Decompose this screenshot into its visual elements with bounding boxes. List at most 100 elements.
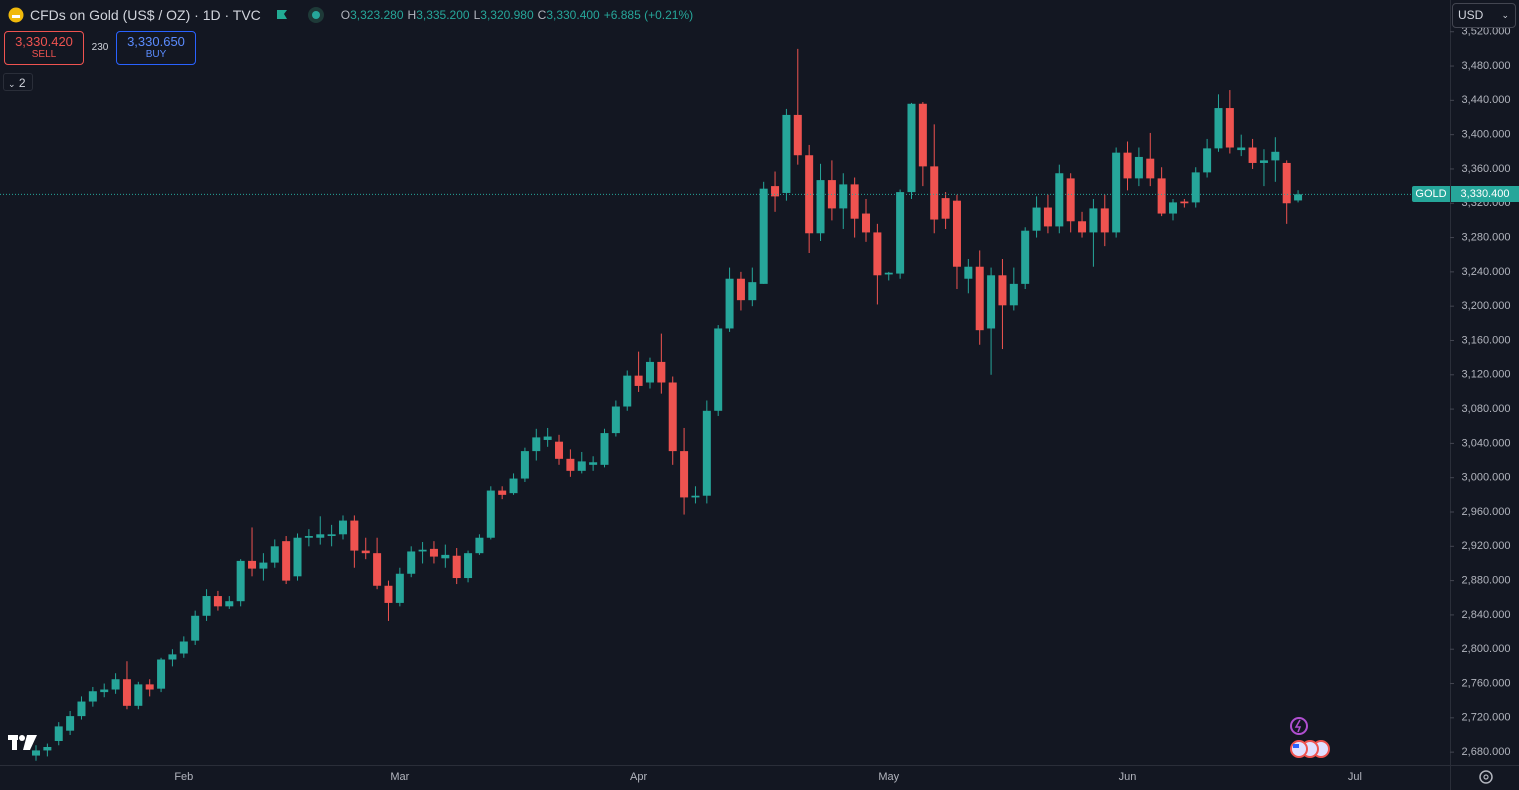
symbol-title[interactable]: CFDs on Gold (US$ / OZ) · 1D · TVC bbox=[30, 7, 261, 23]
spread: 230 bbox=[91, 42, 109, 53]
candle-body bbox=[157, 659, 166, 689]
candle-body bbox=[1021, 230, 1030, 284]
candle-body bbox=[361, 550, 370, 554]
candle-body bbox=[350, 520, 359, 551]
candle-body bbox=[1123, 152, 1132, 179]
candle-body bbox=[1032, 207, 1041, 231]
candle-body bbox=[520, 451, 529, 479]
candle-body bbox=[1157, 178, 1166, 214]
candle-body bbox=[884, 272, 893, 275]
indicators-toggle[interactable]: ⌄ 2 bbox=[3, 73, 33, 91]
ohlc-value: 3,320.980 bbox=[480, 8, 534, 22]
candle-body bbox=[464, 553, 473, 579]
y-tick-label: 3,120.000 bbox=[1462, 369, 1511, 381]
ohlc-value: 3,335.200 bbox=[416, 8, 470, 22]
candle-body bbox=[407, 551, 416, 574]
candle-body bbox=[714, 328, 723, 411]
candle-body bbox=[54, 726, 63, 741]
y-tick-label: 2,720.000 bbox=[1462, 712, 1511, 724]
candle-body bbox=[975, 266, 984, 331]
x-tick-label: May bbox=[878, 771, 899, 783]
candle-body bbox=[384, 585, 393, 603]
candle-body bbox=[248, 560, 257, 569]
candle-body bbox=[805, 155, 814, 234]
sell-price: 3,330.420 bbox=[15, 34, 73, 49]
candle-body bbox=[1271, 151, 1280, 161]
y-tick-label: 2,760.000 bbox=[1462, 677, 1511, 689]
candle-body bbox=[543, 436, 552, 440]
candle-body bbox=[111, 679, 120, 690]
price-tag: 3,330.400 bbox=[1451, 186, 1519, 203]
x-tick-label: Mar bbox=[390, 771, 409, 783]
candle-body bbox=[373, 553, 382, 586]
buy-price: 3,330.650 bbox=[127, 34, 185, 49]
currency: USD bbox=[1458, 8, 1484, 22]
y-tick-label: 3,280.000 bbox=[1462, 231, 1511, 243]
candle-body bbox=[793, 114, 802, 156]
candle-body bbox=[1043, 207, 1052, 227]
y-tick-label: 2,880.000 bbox=[1462, 575, 1511, 587]
candle-body bbox=[304, 536, 313, 538]
flag-icon[interactable] bbox=[275, 8, 289, 22]
candle-body bbox=[1259, 160, 1268, 163]
y-tick-label: 3,400.000 bbox=[1462, 129, 1511, 141]
logo bbox=[8, 735, 37, 750]
x-tick-label: Apr bbox=[630, 771, 647, 783]
y-tick-label: 2,840.000 bbox=[1462, 609, 1511, 621]
buy-label: BUY bbox=[145, 49, 167, 60]
candle-body bbox=[1294, 194, 1303, 201]
change: +6.885 (+0.21%) bbox=[603, 8, 694, 22]
sell-button[interactable]: 3,330.420 SELL bbox=[4, 31, 84, 65]
candle-body bbox=[1237, 147, 1246, 151]
candle-body bbox=[1089, 208, 1098, 233]
status-dot bbox=[307, 7, 324, 23]
candle-body bbox=[964, 266, 973, 279]
ohlc-label: L bbox=[473, 8, 481, 22]
candle-body bbox=[680, 451, 689, 498]
candle-body bbox=[338, 520, 347, 535]
symbol-icon bbox=[8, 7, 24, 23]
y-tick-label: 2,800.000 bbox=[1462, 643, 1511, 655]
ohlc-label: C bbox=[537, 8, 547, 22]
candle-body bbox=[725, 278, 734, 329]
y-tick-label: 3,440.000 bbox=[1462, 94, 1511, 106]
candle-body bbox=[634, 375, 643, 386]
buy-button[interactable]: 3,330.650 BUY bbox=[116, 31, 196, 65]
candle-body bbox=[122, 679, 131, 706]
y-tick-label: 2,960.000 bbox=[1462, 506, 1511, 518]
candle-body bbox=[1066, 178, 1075, 222]
candle-body bbox=[930, 166, 939, 220]
candles bbox=[0, 48, 1450, 761]
candle-body bbox=[282, 541, 291, 581]
candle-body bbox=[736, 278, 745, 301]
candle-body bbox=[555, 441, 564, 459]
y-tick-label: 2,920.000 bbox=[1462, 540, 1511, 552]
candle-body bbox=[43, 746, 52, 751]
y-tick-label: 3,520.000 bbox=[1462, 26, 1511, 38]
candle-body bbox=[623, 375, 632, 407]
candle-body bbox=[1112, 152, 1121, 233]
candle-body bbox=[839, 184, 848, 209]
candle-body bbox=[225, 601, 234, 607]
candle-body bbox=[327, 534, 336, 537]
candle-body bbox=[611, 406, 620, 434]
candle-body bbox=[657, 361, 666, 383]
candle-body bbox=[395, 573, 404, 603]
y-tick-label: 3,360.000 bbox=[1462, 163, 1511, 175]
candle-body bbox=[873, 232, 882, 276]
candle-body bbox=[168, 654, 177, 660]
candle-body bbox=[100, 689, 109, 693]
candle-body bbox=[145, 684, 154, 690]
y-tick-label: 3,000.000 bbox=[1462, 472, 1511, 484]
currency-select[interactable]: USD ⌄ bbox=[1452, 3, 1516, 28]
event-icons bbox=[1290, 717, 1330, 758]
candle-body bbox=[32, 750, 40, 756]
candle-body bbox=[88, 691, 97, 702]
candle-body bbox=[850, 184, 859, 219]
y-tick-label: 3,040.000 bbox=[1462, 437, 1511, 449]
candle-body bbox=[1100, 208, 1109, 233]
settings-icon[interactable] bbox=[1479, 770, 1493, 784]
candle-body bbox=[691, 495, 700, 498]
